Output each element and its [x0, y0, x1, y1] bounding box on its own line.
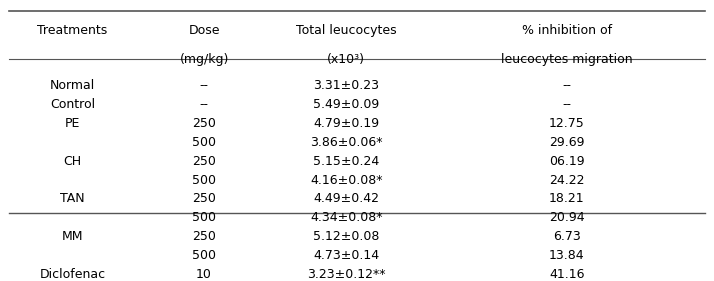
Text: 4.79±0.19: 4.79±0.19 [313, 117, 379, 130]
Text: MM: MM [62, 230, 84, 243]
Text: 24.22: 24.22 [549, 174, 585, 187]
Text: Normal: Normal [50, 79, 95, 92]
Text: 29.69: 29.69 [549, 136, 585, 149]
Text: CH: CH [64, 155, 81, 168]
Text: 5.49±0.09: 5.49±0.09 [313, 98, 379, 111]
Text: 250: 250 [192, 117, 216, 130]
Text: 4.34±0.08*: 4.34±0.08* [310, 211, 383, 224]
Text: 250: 250 [192, 192, 216, 205]
Text: 6.73: 6.73 [553, 230, 580, 243]
Text: Control: Control [50, 98, 95, 111]
Text: 3.23±0.12**: 3.23±0.12** [307, 268, 386, 281]
Text: leucocytes migration: leucocytes migration [501, 53, 633, 65]
Text: 4.73±0.14: 4.73±0.14 [313, 249, 379, 262]
Text: 5.15±0.24: 5.15±0.24 [313, 155, 379, 168]
Text: 3.86±0.06*: 3.86±0.06* [310, 136, 383, 149]
Text: (x10³): (x10³) [327, 53, 366, 65]
Text: Dose: Dose [188, 24, 220, 37]
Text: 500: 500 [192, 136, 216, 149]
Text: 5.12±0.08: 5.12±0.08 [313, 230, 380, 243]
Text: 20.94: 20.94 [549, 211, 585, 224]
Text: --: -- [563, 79, 571, 92]
Text: 4.16±0.08*: 4.16±0.08* [310, 174, 383, 187]
Text: 250: 250 [192, 230, 216, 243]
Text: --: -- [200, 98, 208, 111]
Text: 06.19: 06.19 [549, 155, 585, 168]
Text: --: -- [563, 98, 571, 111]
Text: 10: 10 [196, 268, 212, 281]
Text: --: -- [200, 79, 208, 92]
Text: Diclofenac: Diclofenac [39, 268, 106, 281]
Text: PE: PE [65, 117, 80, 130]
Text: 500: 500 [192, 174, 216, 187]
Text: 4.49±0.42: 4.49±0.42 [313, 192, 379, 205]
Text: Treatments: Treatments [37, 24, 108, 37]
Text: 500: 500 [192, 211, 216, 224]
Text: 18.21: 18.21 [549, 192, 585, 205]
Text: 13.84: 13.84 [549, 249, 585, 262]
Text: TAN: TAN [60, 192, 85, 205]
Text: % inhibition of: % inhibition of [522, 24, 612, 37]
Text: 41.16: 41.16 [549, 268, 585, 281]
Text: 500: 500 [192, 249, 216, 262]
Text: (mg/kg): (mg/kg) [179, 53, 228, 65]
Text: 12.75: 12.75 [549, 117, 585, 130]
Text: Total leucocytes: Total leucocytes [296, 24, 397, 37]
Text: 250: 250 [192, 155, 216, 168]
Text: 3.31±0.23: 3.31±0.23 [313, 79, 379, 92]
